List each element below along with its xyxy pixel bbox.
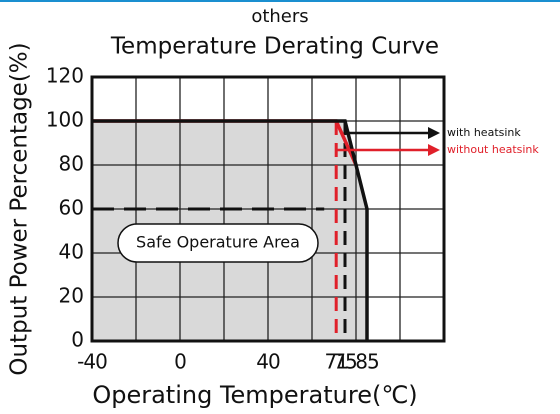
plot-border xyxy=(90,75,446,343)
legend-arrowhead xyxy=(428,127,440,139)
x-axis-label: Operating Temperature(℃) xyxy=(92,381,417,409)
annotation-box xyxy=(117,223,319,263)
y-axis-label: Output Power Percentage(%) xyxy=(7,42,33,375)
x-tick-label: 40 xyxy=(256,350,280,374)
legend-label: without heatsink xyxy=(447,143,539,156)
header: others xyxy=(251,6,308,27)
y-tick-label: 0 xyxy=(71,328,84,352)
legend-label: with heatsink xyxy=(447,126,521,139)
y-tick-label: 20 xyxy=(59,284,84,308)
x-tick-label: 0 xyxy=(174,350,186,374)
annotation: Safe Operature Area xyxy=(136,233,300,252)
x-tick-label: 85 xyxy=(355,350,378,374)
y-tick-label: 120 xyxy=(46,64,84,88)
series-line xyxy=(92,119,369,341)
chart-title: Temperature Derating Curve xyxy=(110,34,439,60)
y-tick-label: 40 xyxy=(59,240,84,264)
y-tick-label: 100 xyxy=(46,108,84,132)
x-tick-label: 71 xyxy=(324,350,347,374)
y-tick-label: 60 xyxy=(59,196,84,220)
legend-arrowhead xyxy=(428,144,440,156)
x-tick-label: -40 xyxy=(77,350,107,374)
y-tick-label: 80 xyxy=(59,152,84,176)
x-tick-label: 75 xyxy=(333,350,356,374)
